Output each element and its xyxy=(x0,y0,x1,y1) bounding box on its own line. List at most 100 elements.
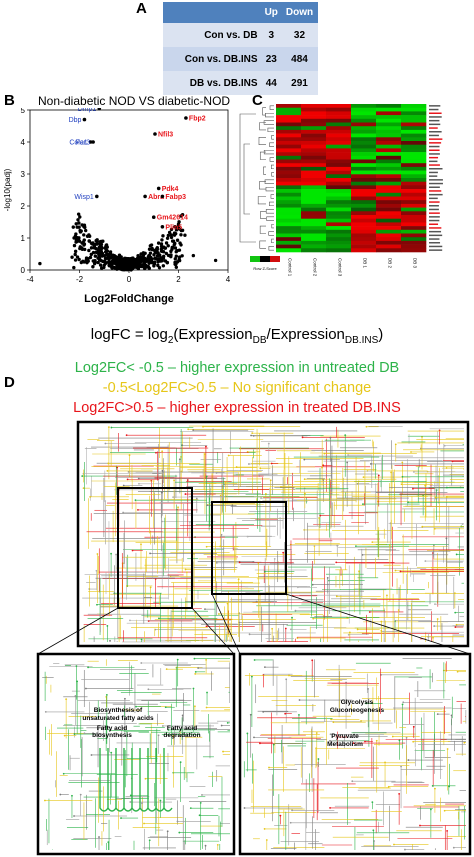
heatmap-cell xyxy=(401,226,427,231)
pathway-node xyxy=(106,470,109,472)
heatmap-cell xyxy=(326,244,352,249)
pathway-node xyxy=(454,626,457,628)
gene-point xyxy=(123,259,128,264)
heatmap-cell xyxy=(351,144,377,149)
pathway-node xyxy=(205,625,208,628)
heatmap-cell xyxy=(376,122,402,127)
labeled-gene-point xyxy=(160,194,165,199)
heatmap-cell xyxy=(351,248,377,253)
pathway-node xyxy=(122,511,125,514)
pathway-node xyxy=(393,843,395,846)
heatmap-cell xyxy=(301,226,327,231)
gene-point xyxy=(72,243,77,248)
row-dendrogram xyxy=(239,105,274,251)
gene-point xyxy=(91,265,95,269)
pathway-node xyxy=(273,557,276,560)
heatmap-cell xyxy=(326,229,352,234)
heatmap-cell xyxy=(401,137,427,142)
heatmap-cell xyxy=(301,218,327,223)
heatmap-cell xyxy=(401,229,427,234)
heatmap-cell xyxy=(376,155,402,160)
table-row: Con vs. DB.INS 23 484 xyxy=(163,47,318,71)
pathway-node xyxy=(215,561,218,564)
heatmap-cell xyxy=(276,111,302,116)
heatmap-cell xyxy=(351,126,377,131)
pathway-node xyxy=(126,478,129,481)
pathway-node xyxy=(431,784,434,787)
gene-point xyxy=(80,247,85,251)
pathway-node xyxy=(176,658,179,661)
pathway-node xyxy=(198,814,201,817)
gene-point xyxy=(166,233,171,238)
heatmap-cell xyxy=(326,207,352,212)
gene-point xyxy=(175,238,180,242)
gene-point xyxy=(114,256,118,260)
pathway-node xyxy=(329,807,331,809)
heatmap-cell xyxy=(326,118,352,123)
pathway-node xyxy=(405,736,408,739)
heatmap-cell xyxy=(401,163,427,168)
gene-point xyxy=(213,258,218,263)
heatmap-cell xyxy=(326,122,352,127)
gene-name-mark xyxy=(429,127,438,129)
heatmap-cell xyxy=(276,141,302,145)
pathway-node xyxy=(335,561,338,564)
pathway-node xyxy=(184,568,187,571)
heatmap-cell xyxy=(276,200,302,205)
pathway-node xyxy=(195,497,198,500)
pathway-node xyxy=(436,713,439,716)
gene-point xyxy=(77,257,81,262)
table-header-up: Up xyxy=(261,2,281,23)
heatmap-cell xyxy=(276,166,302,171)
pathway-node xyxy=(296,637,299,639)
pathway-node xyxy=(394,443,397,446)
down-cell: 291 xyxy=(280,71,318,95)
comparison-cell: Con vs. DB.INS xyxy=(163,47,262,71)
label-degradation: degradation xyxy=(163,732,200,739)
gene-name-mark xyxy=(429,171,438,174)
pathway-node xyxy=(167,729,170,731)
pathway-node xyxy=(289,628,292,631)
heatmap-cell xyxy=(376,159,402,164)
gene-point xyxy=(121,266,125,270)
pathway-node xyxy=(292,488,295,491)
heatmap-cell xyxy=(301,229,327,234)
pathway-node xyxy=(371,541,374,543)
comparison-cell: Con vs. DB xyxy=(163,23,262,47)
gene-name-mark xyxy=(429,142,442,144)
pathway-node xyxy=(355,545,357,548)
pathway-node xyxy=(246,732,249,735)
pathway-node xyxy=(129,801,132,803)
heatmap-cell xyxy=(301,237,327,242)
heatmap-cell xyxy=(376,215,402,219)
heatmap-cell xyxy=(276,129,302,134)
gene-point xyxy=(159,247,163,251)
heatmap-cell xyxy=(401,141,427,145)
heatmap-cell xyxy=(401,200,427,205)
panel-a-label: A xyxy=(136,0,147,17)
pathway-node xyxy=(265,839,268,841)
pathway-node xyxy=(288,674,290,677)
plot-frame xyxy=(29,109,229,271)
pathway-node xyxy=(463,741,466,744)
heatmap-cell xyxy=(276,115,302,120)
gene-point xyxy=(89,252,94,257)
pathway-node xyxy=(436,618,439,620)
pathway-node xyxy=(401,475,404,478)
pathway-node xyxy=(264,492,267,495)
heatmap-cell xyxy=(276,218,302,223)
heatmap-cell xyxy=(401,126,427,131)
heatmap-cell xyxy=(401,148,427,153)
pathway-node xyxy=(451,460,454,463)
heatmap-cell xyxy=(401,133,427,138)
gene-point xyxy=(83,228,88,233)
pathway-node xyxy=(205,658,208,661)
gene-point xyxy=(156,241,161,245)
pathway-node xyxy=(98,836,100,838)
heatmap-cell xyxy=(276,196,302,201)
pathway-node xyxy=(362,476,365,478)
pathway-node xyxy=(301,436,304,439)
gene-point xyxy=(73,252,77,257)
pathway-node xyxy=(87,666,89,669)
pathway-node xyxy=(443,444,446,447)
